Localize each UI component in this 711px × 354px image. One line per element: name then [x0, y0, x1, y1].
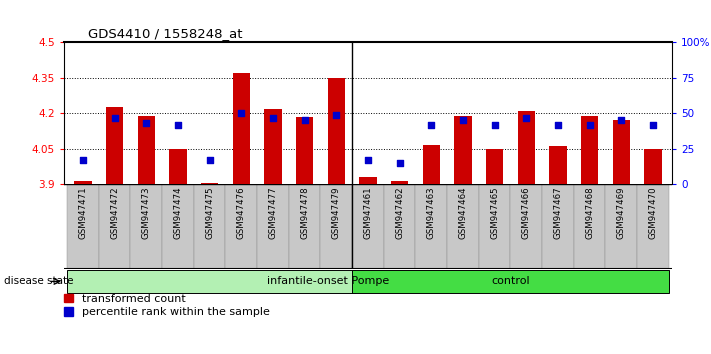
Text: GSM947465: GSM947465	[490, 187, 499, 239]
Point	[141, 120, 152, 126]
Bar	[510, 184, 542, 269]
Point	[77, 157, 89, 163]
Bar	[415, 184, 447, 269]
Point	[204, 157, 215, 163]
Bar	[264, 109, 282, 184]
Text: infantile-onset Pompe: infantile-onset Pompe	[267, 276, 390, 286]
Bar	[106, 107, 123, 184]
Text: GDS4410 / 1558248_at: GDS4410 / 1558248_at	[88, 27, 242, 40]
Text: GSM947466: GSM947466	[522, 187, 530, 239]
Bar	[581, 116, 598, 184]
Text: GSM947468: GSM947468	[585, 187, 594, 239]
Bar	[328, 78, 345, 184]
Text: GSM947464: GSM947464	[459, 187, 467, 239]
Text: GSM947461: GSM947461	[363, 187, 373, 239]
Bar	[131, 184, 162, 269]
Bar	[486, 149, 503, 184]
Bar	[518, 111, 535, 184]
Bar	[321, 184, 352, 269]
Point	[584, 122, 595, 127]
Legend: transformed count, percentile rank within the sample: transformed count, percentile rank withi…	[64, 294, 269, 318]
Bar	[542, 184, 574, 269]
Bar	[605, 184, 637, 269]
Bar	[67, 269, 356, 293]
Bar	[162, 184, 194, 269]
Bar	[384, 184, 415, 269]
Point	[426, 122, 437, 127]
Text: GSM947467: GSM947467	[553, 187, 562, 239]
Text: control: control	[491, 276, 530, 286]
Bar	[74, 181, 92, 184]
Point	[267, 115, 279, 120]
Text: GSM947476: GSM947476	[237, 187, 246, 239]
Text: GSM947473: GSM947473	[141, 187, 151, 239]
Text: GSM947475: GSM947475	[205, 187, 214, 239]
Bar	[225, 184, 257, 269]
Bar	[138, 116, 155, 184]
Text: GSM947479: GSM947479	[332, 187, 341, 239]
Point	[362, 157, 374, 163]
Point	[109, 115, 120, 120]
Point	[172, 122, 183, 127]
Point	[647, 122, 658, 127]
Bar	[296, 117, 314, 184]
Bar	[232, 73, 250, 184]
Bar	[359, 177, 377, 184]
Bar	[169, 149, 187, 184]
Bar	[549, 146, 567, 184]
Point	[552, 122, 564, 127]
Point	[394, 160, 405, 166]
Text: disease state: disease state	[4, 276, 73, 286]
Bar	[201, 183, 218, 184]
Bar	[447, 184, 479, 269]
Bar	[257, 184, 289, 269]
Text: GSM947470: GSM947470	[648, 187, 658, 239]
Bar	[574, 184, 605, 269]
Point	[489, 122, 501, 127]
Bar	[289, 184, 321, 269]
Bar	[479, 184, 510, 269]
Point	[520, 115, 532, 120]
Point	[457, 118, 469, 123]
Text: GSM947469: GSM947469	[616, 187, 626, 239]
Text: GSM947478: GSM947478	[300, 187, 309, 239]
Bar	[454, 116, 471, 184]
Point	[616, 118, 627, 123]
Bar	[613, 120, 630, 184]
Bar	[99, 184, 131, 269]
Bar	[352, 269, 669, 293]
Text: GSM947477: GSM947477	[269, 187, 277, 239]
Text: GSM947471: GSM947471	[78, 187, 87, 239]
Point	[299, 118, 310, 123]
Bar	[637, 184, 669, 269]
Point	[235, 110, 247, 116]
Bar	[352, 184, 384, 269]
Bar	[194, 184, 225, 269]
Bar	[644, 149, 662, 184]
Point	[331, 112, 342, 118]
Text: GSM947462: GSM947462	[395, 187, 404, 239]
Bar	[422, 145, 440, 184]
Text: GSM947472: GSM947472	[110, 187, 119, 239]
Text: GSM947474: GSM947474	[173, 187, 183, 239]
Text: GSM947463: GSM947463	[427, 187, 436, 239]
Bar	[391, 181, 408, 184]
Bar	[67, 184, 99, 269]
